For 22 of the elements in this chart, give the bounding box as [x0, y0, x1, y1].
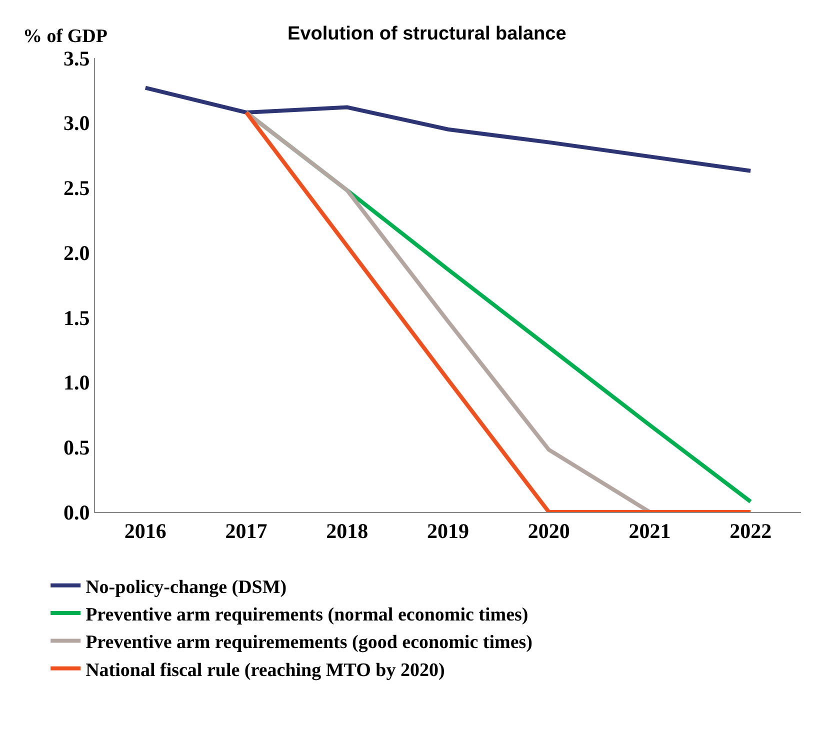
legend-label: No-policy-change (DSM)	[86, 576, 287, 598]
x-tick-label: 2019	[427, 519, 469, 544]
y-tick-label: 3.0	[64, 111, 90, 136]
y-tick-label: 1.5	[64, 306, 90, 330]
legend-label: Preventive arm requiremements (good economic times)	[86, 632, 532, 654]
legend-label: Preventive arm requirements (normal economic times)	[86, 604, 528, 626]
x-tick-label: 2021	[628, 519, 671, 544]
x-tick-label: 2018	[326, 519, 368, 544]
x-tick-label: 2017	[225, 519, 268, 544]
y-tick-label: 3.5	[64, 46, 90, 70]
x-tick-label: 2020	[528, 519, 570, 544]
y-tick-label: 2.0	[64, 240, 90, 265]
y-tick-label: 2.5	[64, 176, 90, 200]
y-tick-label: 1.0	[64, 370, 90, 395]
chart-title: Evolution of structural balance	[288, 24, 566, 45]
x-tick-label: 2016	[124, 519, 166, 544]
line-series	[143, 86, 753, 173]
y-tick-label: 0.5	[64, 435, 90, 460]
legend-label: National fiscal rule (reaching MTO by 2020)	[86, 660, 445, 681]
x-tick-label: 2022	[730, 519, 772, 544]
y-tick-label: 0.0	[64, 500, 90, 524]
y-axis-title: % of GDP	[23, 26, 108, 47]
